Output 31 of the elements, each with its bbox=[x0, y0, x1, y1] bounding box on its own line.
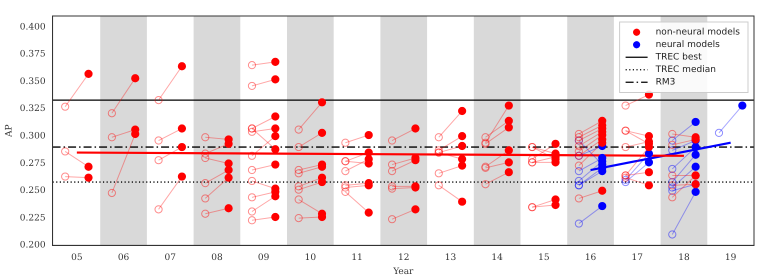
x-tick-label: 12 bbox=[398, 253, 410, 264]
x-tick-label: 17 bbox=[632, 253, 644, 264]
legend-label: non-neural models bbox=[656, 28, 740, 38]
x-tick-label: 05 bbox=[71, 253, 83, 264]
x-axis-title: Year bbox=[392, 266, 414, 277]
x-tick-label: 06 bbox=[118, 253, 130, 264]
y-tick-label: 0.400 bbox=[20, 22, 46, 32]
legend-label: neural models bbox=[656, 40, 720, 50]
y-tick-label: 0.375 bbox=[20, 50, 46, 60]
legend-label: TREC median bbox=[654, 65, 716, 76]
legend-label: TREC best bbox=[654, 52, 702, 63]
x-tick-label: 09 bbox=[258, 253, 270, 264]
x-tick-label: 11 bbox=[351, 253, 363, 264]
legend-label: RM3 bbox=[656, 78, 676, 88]
x-tick-label: 07 bbox=[164, 253, 176, 264]
y-tick-label: 0.225 bbox=[20, 213, 46, 224]
y-tick-label: 0.325 bbox=[20, 104, 46, 114]
x-tick-label: 08 bbox=[211, 253, 223, 264]
y-tick-label: 0.300 bbox=[20, 132, 46, 142]
x-tick-label: 15 bbox=[538, 253, 550, 264]
x-tick-label: 14 bbox=[491, 253, 504, 264]
y-tick-label: 0.350 bbox=[20, 76, 46, 87]
x-tick-label: 16 bbox=[584, 253, 597, 264]
y-axis-title: AP bbox=[4, 124, 15, 138]
x-tick-label: 13 bbox=[444, 253, 456, 264]
y-tick-label: 0.275 bbox=[20, 158, 46, 169]
y-tick-label: 0.250 bbox=[20, 186, 46, 196]
y-tick-label: 0.200 bbox=[20, 240, 46, 251]
x-tick-label: 10 bbox=[304, 253, 316, 264]
x-tick-label: 18 bbox=[678, 253, 690, 264]
x-tick-label: 19 bbox=[724, 253, 737, 264]
